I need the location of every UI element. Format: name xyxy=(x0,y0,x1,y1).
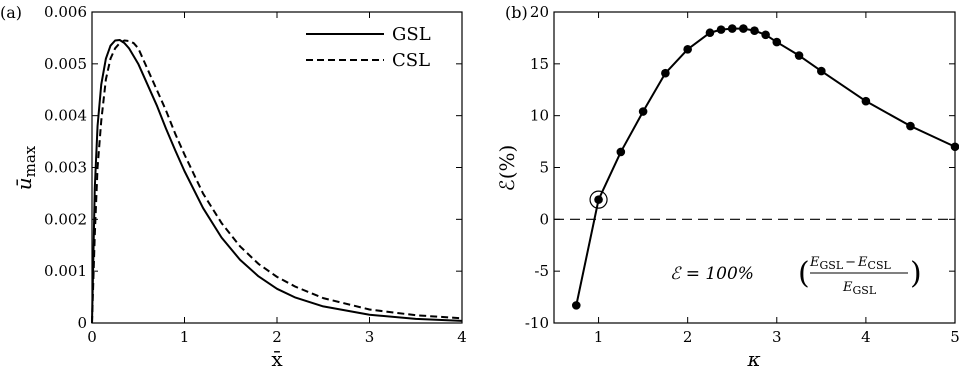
numerator-gsl-sub: GSL xyxy=(820,259,844,272)
a-xtick-label-2: 2 xyxy=(272,328,282,346)
a-xtick-label-4: 4 xyxy=(457,328,467,346)
b-data-point-13 xyxy=(794,51,804,60)
a-series-line-gsl xyxy=(91,38,463,324)
a-xtick-label-0: 0 xyxy=(87,328,97,346)
b-xtick-label-1: 2 xyxy=(683,328,693,346)
y-axis-label-a-text: ūmax xyxy=(12,145,39,190)
panel-a: (a) 0 1 2 3 4 0 0.001 0.002 0.003 0.004 0.005 0.006… xyxy=(0,3,467,371)
b-ytick-label-2: 0 xyxy=(539,210,549,228)
b-xtick-label-4: 5 xyxy=(950,328,959,346)
b-ytick-label-0: -10 xyxy=(525,314,549,332)
b-ytick-label-5: 15 xyxy=(530,55,549,73)
numerator-csl-sub: CSL xyxy=(868,259,892,272)
a-ytick-label-3: 0.003 xyxy=(44,159,87,177)
a-xtick-label-1: 1 xyxy=(180,328,190,346)
b-xtick-label-0: 1 xyxy=(594,328,604,346)
a-ytick-label-1: 0.001 xyxy=(44,262,87,280)
y-axis-label-a-sub: max xyxy=(21,145,39,177)
formula-denominator: EGSL xyxy=(842,280,877,297)
a-ytick-label-2: 0.002 xyxy=(44,210,87,228)
a-ytick-label-4: 0.004 xyxy=(44,107,87,125)
denominator-gsl-sub: GSL xyxy=(853,284,877,297)
denominator-e-gsl: E xyxy=(842,280,853,295)
y-axis-label-a: ūmax xyxy=(12,145,39,190)
series-group-b xyxy=(571,24,959,310)
formula-numerator: EGSL − ECSL xyxy=(809,255,891,272)
legend-label-gsl: GSL xyxy=(392,24,431,45)
numerator-minus: − xyxy=(845,255,856,270)
panel-label-b: (b) xyxy=(505,3,528,22)
b-data-point-0 xyxy=(571,301,581,310)
b-highlight-ring xyxy=(589,190,608,209)
b-xtick-label-3: 4 xyxy=(861,328,871,346)
b-ytick-label-4: 10 xyxy=(530,107,549,125)
b-series-line-0 xyxy=(575,27,956,306)
formula-paren-right: ) xyxy=(910,256,922,291)
a-xtick-label-3: 3 xyxy=(365,328,375,346)
b-data-point-9 xyxy=(739,24,748,33)
x-axis-label-b: κ xyxy=(746,347,760,371)
b-data-point-11 xyxy=(761,30,770,40)
axis-ticks-a: 0 1 2 3 4 0 0.001 0.002 0.003 0.004 0.005 0.006 xyxy=(44,3,467,346)
error-formula-annotation: ℰ = 100% ( EGSL − ECSL EGSL ) xyxy=(670,255,922,297)
b-ytick-label-3: 5 xyxy=(539,159,549,177)
series-group-a xyxy=(91,38,463,324)
panel-label-a: (a) xyxy=(0,3,22,22)
b-ytick-label-6: 20 xyxy=(530,3,549,21)
b-data-point-10 xyxy=(750,26,759,35)
b-data-point-7 xyxy=(716,25,726,34)
numerator-e-csl: E xyxy=(857,255,868,270)
formula-lhs: ℰ = 100% xyxy=(670,264,754,284)
b-data-point-14 xyxy=(817,66,826,76)
legend-a: GSL CSL xyxy=(306,24,431,71)
y-axis-label-b: ℰ(%) xyxy=(495,145,519,192)
a-ytick-label-6: 0.006 xyxy=(44,3,87,21)
b-data-point-1 xyxy=(594,195,603,204)
b-data-point-8 xyxy=(727,24,737,33)
legend-label-csl: CSL xyxy=(392,50,430,71)
b-data-point-3 xyxy=(638,107,648,116)
x-axis-label-a: x̄ xyxy=(271,347,283,371)
b-data-point-2 xyxy=(616,147,626,157)
b-xtick-label-2: 3 xyxy=(772,328,782,346)
axis-ticks-b: 1 2 3 4 5 -10 -5 0 5 10 15 20 xyxy=(525,3,959,346)
b-data-point-4 xyxy=(661,68,670,78)
b-data-point-17 xyxy=(950,142,959,152)
a-ytick-label-0: 0 xyxy=(77,314,87,332)
b-data-point-15 xyxy=(861,96,871,106)
numerator-e-gsl: E xyxy=(809,255,820,270)
b-data-point-12 xyxy=(772,37,782,47)
b-data-point-6 xyxy=(705,28,715,38)
b-ytick-label-1: -5 xyxy=(534,262,549,280)
a-ytick-label-5: 0.005 xyxy=(44,55,87,73)
b-data-point-5 xyxy=(683,45,692,54)
b-data-point-16 xyxy=(906,121,915,131)
formula-paren-left: ( xyxy=(798,256,810,291)
y-axis-label-a-main: ū xyxy=(12,177,36,190)
